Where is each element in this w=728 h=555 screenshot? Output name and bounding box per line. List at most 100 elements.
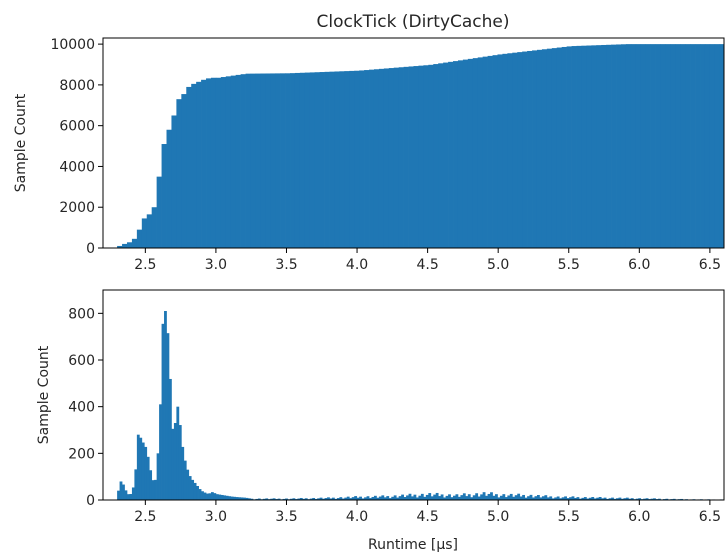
bottom-bar [361, 498, 365, 500]
bottom-bar [438, 496, 442, 500]
top-bar [704, 44, 711, 249]
bottom-bar [139, 437, 143, 500]
x-axis-label: Runtime [µs] [368, 537, 458, 553]
bottom-bar [549, 496, 553, 500]
top-bar [497, 54, 503, 248]
top-bar [700, 44, 706, 249]
bottom-bar [583, 497, 587, 500]
bottom-bar [396, 497, 400, 500]
top-bar [546, 48, 553, 249]
bottom-bar [415, 497, 419, 500]
top-bar [507, 53, 513, 248]
top-bar [210, 77, 217, 248]
top-bar [176, 99, 182, 248]
bottom-bar [302, 498, 306, 500]
bottom-bar [304, 498, 308, 500]
bottom-bar [223, 495, 227, 500]
top-bar [383, 68, 390, 248]
top-bar [492, 55, 498, 248]
top-bar [571, 46, 577, 248]
bottom-x-tick-label: 5.5 [558, 509, 580, 525]
bottom-bar [574, 497, 577, 500]
top-bar [334, 71, 340, 248]
top-bar [408, 66, 414, 248]
bottom-bar [201, 491, 204, 500]
bottom-bar [495, 494, 498, 500]
bottom-bar [618, 497, 622, 500]
top-bar [324, 71, 330, 248]
bottom-bar [643, 498, 647, 500]
bottom-bar [598, 497, 602, 500]
top-bar [685, 44, 691, 249]
top-bar [522, 51, 528, 248]
bottom-bar [292, 498, 296, 500]
top-bar [680, 44, 686, 249]
top-bar [126, 242, 133, 248]
bottom-bar [299, 497, 303, 500]
top-bar [225, 76, 232, 248]
top-axes-frame [102, 37, 725, 249]
top-x-tick-label: 3.0 [205, 257, 227, 273]
bottom-bar [178, 425, 182, 500]
bottom-bar [628, 498, 632, 500]
top-bar [576, 45, 582, 249]
bottom-bar [425, 494, 429, 500]
top-bar [502, 53, 508, 248]
bottom-bar [351, 497, 355, 500]
top-bar [630, 44, 637, 249]
bottom-bar [467, 494, 471, 500]
bottom-bar [245, 497, 249, 500]
top-bar [453, 61, 459, 248]
top-x-tick-label: 6.5 [699, 257, 721, 273]
top-x-tick-label: 5.0 [487, 257, 509, 273]
top-bar [206, 78, 212, 249]
bottom-bar [144, 446, 148, 500]
top-bar [359, 70, 365, 248]
bottom-bar [334, 498, 338, 500]
bottom-bar [117, 490, 120, 500]
bottom-bar [339, 497, 343, 500]
top-bar [581, 45, 587, 249]
bottom-bar [238, 497, 241, 500]
bottom-bar [499, 495, 503, 500]
bottom-bar [126, 494, 130, 500]
bottom-bar [186, 469, 190, 500]
bottom-bar [324, 498, 328, 500]
top-bar [161, 144, 167, 248]
bottom-bar [534, 496, 538, 500]
bottom-bar [406, 495, 409, 500]
bottom-bar [230, 496, 234, 500]
top-bar [714, 44, 721, 249]
bottom-bar [122, 484, 125, 500]
bottom-bar [213, 493, 217, 500]
bottom-bar [638, 498, 642, 500]
bottom-bar [218, 494, 222, 500]
bottom-bar [243, 497, 246, 500]
top-bar [141, 218, 148, 248]
bottom-bar [359, 496, 362, 500]
bottom-bar [262, 498, 266, 500]
top-bar [220, 77, 227, 248]
bottom-bar [285, 498, 288, 500]
bottom-bar [149, 470, 153, 500]
top-bar [230, 75, 237, 249]
top-bar [413, 66, 419, 248]
bottom-bar [522, 494, 525, 500]
top-bar [393, 67, 400, 249]
top-bar [166, 129, 172, 248]
bottom-bar [141, 442, 145, 500]
bottom-bar [181, 446, 185, 500]
bottom-bar [240, 497, 244, 500]
bottom-bar [173, 423, 177, 500]
top-bar [339, 71, 345, 248]
bottom-bar [391, 496, 395, 500]
top-bar [418, 65, 424, 249]
top-bar [532, 50, 538, 249]
top-bar [690, 44, 696, 249]
bottom-bar [504, 497, 508, 500]
top-bar [280, 73, 286, 248]
cumulative-histogram-axes: 0 2000 4000 6000 8000 10000 2.5 3.0 3.5 4.0 4.5 5.… [13, 37, 725, 273]
bottom-y-tick-label: 600 [68, 353, 95, 369]
bottom-bar [131, 487, 135, 500]
bottom-x-ticks: 2.5 3.0 3.5 4.0 4.5 5.0 5.5 6.0 6.5 [134, 500, 721, 525]
